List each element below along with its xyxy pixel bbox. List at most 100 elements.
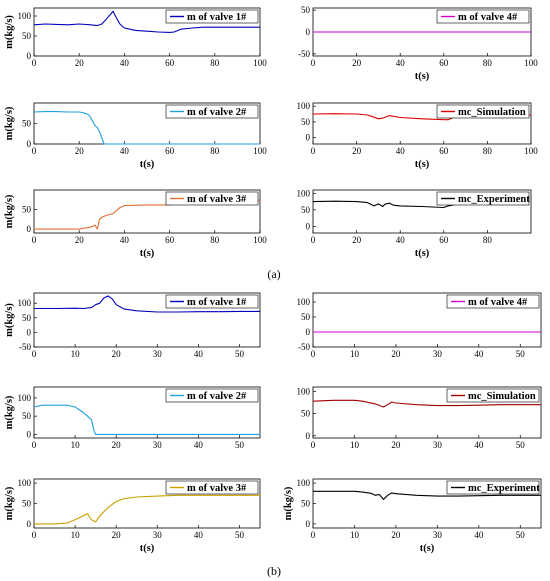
y-tick-label: 50 [301,205,311,215]
x-axis-label: t(s) [140,248,155,259]
plot-frame [33,292,261,348]
series-line [312,399,541,408]
y-tick-label: 0 [27,139,32,149]
x-tick-label: 40 [194,440,204,450]
legend-box [436,191,530,206]
x-tick-label: 20 [75,58,85,68]
caption-a: (a) [267,267,280,281]
legend-label: mc_Simulation [468,391,536,402]
x-tick-label: 20 [352,235,362,245]
y-axis-label: m(kg/s) [4,303,15,337]
x-tick-label: 50 [516,530,526,540]
x-tick-label: 0 [311,530,316,540]
y-tick-label: 50 [22,205,32,215]
legend-box [436,104,530,119]
y-axis-label: m(kg/s) [283,486,294,520]
x-tick-label: 30 [433,349,443,359]
x-tick-label: 50 [235,530,245,540]
y-tick-label: 0 [306,327,311,337]
y-axis-label: m(kg/s) [4,106,15,140]
x-tick-label: 100 [253,235,267,245]
y-tick-label: 50 [22,119,32,129]
x-tick-label: 0 [32,349,37,359]
x-tick-label: 60 [439,235,449,245]
x-tick-label: 80 [210,58,220,68]
x-tick-label: 10 [71,349,81,359]
legend-box [165,480,259,495]
plot-frame [312,189,532,234]
x-tick-label: 10 [350,440,360,450]
x-tick-label: 0 [32,146,37,156]
x-tick-label: 20 [112,349,122,359]
y-tick-label: 0 [27,51,32,61]
legend-label: m of valve 3# [187,483,247,494]
x-tick-label: 20 [391,440,401,450]
y-tick-label: -50 [298,49,310,59]
legend-box [165,104,259,119]
x-tick-label: 100 [524,146,538,156]
y-tick-label: 50 [301,5,311,15]
y-tick-label: 50 [22,499,32,509]
y-tick-label: 100 [18,298,32,308]
x-tick-label: 40 [194,349,204,359]
legend-box [165,388,259,403]
x-tick-label: 0 [311,58,316,68]
x-tick-label: 60 [165,146,175,156]
x-tick-label: 20 [352,58,362,68]
x-tick-label: 80 [210,146,220,156]
x-axis-label: t(s) [415,248,430,259]
legend-box [165,191,259,206]
legend-label: m of valve 2# [187,107,247,118]
plot-frame [33,189,261,234]
x-tick-label: 50 [516,440,526,450]
plot-frame [33,386,261,439]
y-tick-label: 100 [18,478,32,488]
x-tick-label: 40 [120,146,130,156]
x-tick-label: 50 [235,440,245,450]
y-tick-label: 0 [27,224,32,234]
x-axis-label: t(s) [415,159,430,170]
x-tick-label: 0 [311,349,316,359]
x-axis-label: t(s) [140,159,155,170]
y-tick-label: 50 [301,117,311,127]
x-tick-label: 30 [433,440,443,450]
x-tick-label: 0 [32,530,37,540]
x-axis-label: t(s) [420,543,435,554]
series-line [33,404,260,435]
y-tick-label: 0 [27,519,32,529]
x-tick-label: 60 [165,58,175,68]
x-tick-label: 80 [483,58,493,68]
x-tick-label: 40 [194,530,204,540]
x-tick-label: 40 [474,349,484,359]
x-tick-label: 60 [165,235,175,245]
legend-label: m of valve 3# [187,194,247,205]
x-tick-label: 0 [311,440,316,450]
legend-label: m of valve 2# [187,391,247,402]
x-tick-label: 0 [311,146,316,156]
series-line [313,490,541,500]
x-tick-label: 20 [352,146,362,156]
y-tick-label: 0 [306,519,311,529]
y-tick-label: 100 [297,101,311,111]
x-tick-label: 100 [253,146,267,156]
y-tick-label: 100 [297,478,311,488]
legend-box [446,480,540,495]
legend-label: m of valve 4# [468,297,528,308]
legend-box [165,294,259,309]
y-tick-label: 0 [306,133,311,143]
x-tick-label: 80 [483,146,493,156]
x-tick-label: 20 [112,440,122,450]
x-tick-label: 0 [32,235,37,245]
y-tick-label: 100 [18,11,32,21]
x-tick-label: 30 [153,530,163,540]
y-tick-label: 50 [22,411,32,421]
x-tick-label: 40 [474,530,484,540]
y-tick-label: 0 [306,27,311,37]
y-tick-label: 100 [18,393,32,403]
x-tick-label: 50 [235,349,245,359]
legend-label: m of valve 1# [187,12,247,23]
y-tick-label: 50 [301,312,311,322]
x-tick-label: 100 [524,58,538,68]
legend-box [446,388,540,403]
